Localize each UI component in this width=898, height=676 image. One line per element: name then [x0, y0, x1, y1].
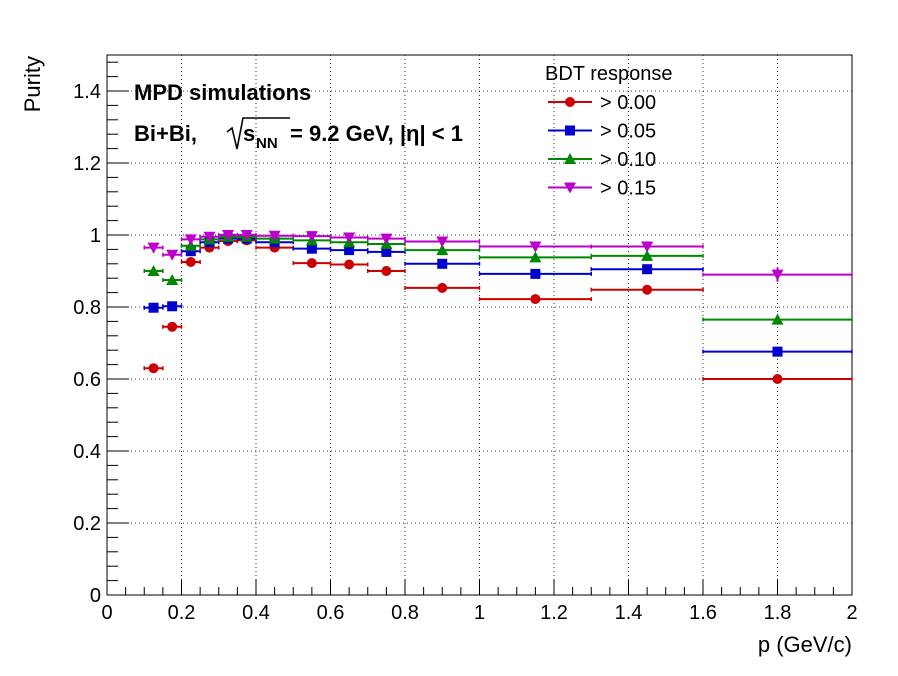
point-s0-p10 — [437, 282, 448, 293]
annotation-sqrt-s: s — [243, 121, 255, 146]
legend-label-2: > 0.10 — [600, 149, 656, 171]
point-s3-p2 — [184, 234, 197, 246]
point-s3-p8 — [343, 232, 356, 244]
point-s3-p12 — [641, 241, 654, 253]
annotation-system: Bi+Bi, — [134, 121, 197, 146]
point-s3-p13 — [771, 269, 784, 281]
sqrt-sign — [226, 117, 290, 150]
point-s1-p7 — [306, 243, 317, 254]
point-s1-p1 — [167, 301, 178, 312]
point-s0-p11 — [530, 294, 541, 305]
point-s0-p12 — [642, 284, 653, 295]
x-tick-label-10: 2 — [846, 602, 857, 624]
point-s3-p10 — [436, 236, 449, 248]
point-s1-p2 — [185, 246, 196, 257]
y-tick-label-5: 1 — [90, 225, 101, 247]
y-tick-label-0: 0 — [90, 585, 101, 607]
point-s3-p0 — [147, 242, 160, 254]
y-tick-label-6: 1.2 — [73, 153, 101, 175]
point-s3-p3 — [203, 231, 216, 243]
x-tick-label-7: 1.4 — [615, 602, 643, 624]
legend-label-0: > 0.00 — [600, 92, 656, 114]
point-s1-p12 — [642, 264, 653, 275]
y-tick-label-7: 1.4 — [73, 81, 101, 103]
point-s3-p11 — [529, 241, 542, 253]
point-s0-p2 — [185, 257, 196, 267]
x-tick-label-2: 0.4 — [242, 602, 270, 624]
point-s3-p5 — [240, 230, 253, 241]
point-s2-p10 — [436, 244, 449, 256]
point-s3-p6 — [268, 230, 281, 242]
point-s3-p7 — [305, 231, 318, 243]
point-s3-p9 — [380, 233, 393, 245]
axis-ticks — [106, 61, 853, 596]
legend-marker-1 — [565, 125, 575, 136]
legend-marker-2 — [564, 153, 576, 164]
y-tick-label-2: 0.4 — [73, 441, 101, 463]
data-series — [143, 230, 853, 384]
point-s2-p11 — [529, 251, 542, 263]
y-tick-label-1: 0.2 — [73, 513, 101, 535]
y-tick-label-4: 0.8 — [73, 297, 101, 319]
point-s3-p4 — [222, 230, 235, 241]
point-s1-p11 — [530, 268, 541, 279]
legend-label-1: > 0.05 — [600, 121, 656, 143]
point-s1-p8 — [344, 245, 355, 256]
x-tick-label-6: 1.2 — [540, 602, 568, 624]
point-s1-p10 — [437, 258, 448, 269]
point-s2-p13 — [771, 313, 784, 325]
x-axis-label: p (GeV/c) — [758, 632, 852, 657]
annotation-block: MPD simulations Bi+Bi, s NN = 9.2 GeV, |… — [134, 80, 463, 152]
x-tick-label-9: 1.8 — [764, 602, 792, 624]
point-s0-p1 — [167, 321, 178, 332]
point-s1-p13 — [772, 346, 783, 357]
point-s0-p9 — [381, 266, 392, 276]
point-s0-p8 — [344, 259, 355, 270]
legend-entry-3: > 0.15 — [548, 178, 656, 200]
legend-entry-2: > 0.10 — [548, 149, 656, 171]
point-s2-p0 — [147, 265, 160, 276]
x-tick-label-1: 0.2 — [168, 602, 196, 624]
x-tick-label-3: 0.6 — [317, 602, 345, 624]
legend-marker-3 — [564, 182, 576, 194]
tick-labels: 0 0.2 0.4 0.6 0.8 1 1.2 1.4 1.6 1.8 2 0 0.2 0.4 0.6 0.8… — [73, 81, 857, 624]
y-axis-label: Purity — [20, 56, 45, 112]
legend-marker-0 — [565, 97, 575, 107]
point-s0-p13 — [772, 374, 783, 384]
annotation-sub-nn: NN — [256, 135, 278, 152]
legend: BDT response > 0.00 > 0.05 > 0.10 > 0.15 — [545, 63, 672, 200]
point-s2-p1 — [166, 274, 179, 285]
annotation-mpd: MPD simulations — [134, 80, 311, 105]
grid-lines — [107, 55, 852, 595]
point-s0-p7 — [306, 258, 317, 269]
series-3 — [143, 230, 853, 282]
legend-entry-1: > 0.05 — [548, 121, 656, 143]
legend-entry-0: > 0.00 — [548, 92, 656, 114]
point-s0-p0 — [148, 363, 159, 374]
y-tick-label-3: 0.6 — [73, 369, 101, 391]
point-s3-p1 — [166, 249, 179, 261]
x-tick-label-0: 0 — [101, 602, 112, 624]
point-s1-p0 — [148, 302, 159, 313]
point-s1-p9 — [381, 246, 392, 257]
legend-title: BDT response — [545, 63, 672, 85]
x-tick-label-5: 1 — [474, 602, 485, 624]
x-tick-label-8: 1.6 — [689, 602, 717, 624]
legend-label-3: > 0.15 — [600, 178, 656, 200]
x-tick-label-4: 0.8 — [391, 602, 419, 624]
annotation-energy: = 9.2 GeV, |η| < 1 — [290, 121, 463, 146]
point-s2-p12 — [641, 249, 654, 261]
